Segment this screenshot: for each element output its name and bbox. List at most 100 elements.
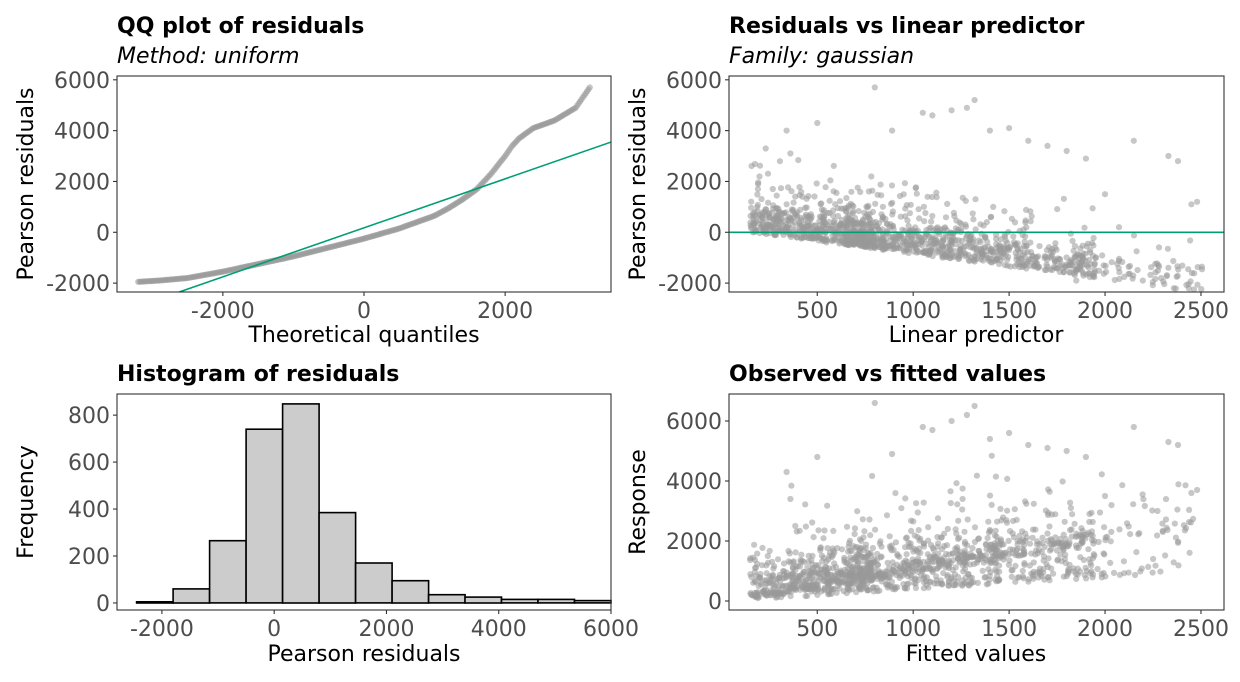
ovf-point xyxy=(1127,531,1134,538)
rlp-point xyxy=(1022,219,1029,226)
ovf-point xyxy=(896,553,903,560)
rlp-point xyxy=(1174,263,1181,270)
rlp-point xyxy=(900,247,908,254)
ovf-point xyxy=(827,579,834,586)
rlp-point xyxy=(879,226,886,233)
ovf-point xyxy=(1074,565,1081,572)
ovf-point xyxy=(943,550,950,558)
ovf-point xyxy=(934,580,941,587)
ovf-point xyxy=(993,533,1000,540)
rlp-point xyxy=(1021,249,1028,256)
rlp-point xyxy=(834,212,842,220)
ovf-point xyxy=(877,569,885,576)
ovf-point xyxy=(937,561,945,568)
ovf-point xyxy=(751,541,758,548)
ovf-point xyxy=(871,399,878,407)
ovf-point xyxy=(995,577,1002,585)
ovf-point xyxy=(947,500,954,507)
rlp-point xyxy=(843,208,850,215)
rlp-point xyxy=(864,220,871,227)
ovf-point xyxy=(1036,541,1043,548)
ovf-point xyxy=(981,574,988,581)
ovf-point xyxy=(1108,528,1115,536)
hist-y-tick-label: 600 xyxy=(68,451,110,476)
rlp-point xyxy=(1035,253,1042,260)
rlp-point xyxy=(861,243,868,250)
observed-vs-fitted-panel: Observed vs fitted values 500 1000 1500 200… xyxy=(626,362,1229,667)
rlp-point xyxy=(754,186,762,193)
rlp-point xyxy=(912,184,920,191)
ovf-point xyxy=(948,575,955,582)
ovf-point xyxy=(1067,504,1074,512)
ovf-point xyxy=(1004,507,1011,514)
ovf-point xyxy=(1046,488,1053,495)
ovf-point xyxy=(903,551,910,558)
ovf-point xyxy=(1149,569,1156,576)
ovf-point xyxy=(1014,541,1021,548)
rlp-point xyxy=(861,235,868,242)
rlp-point xyxy=(855,237,862,244)
rlp-y-tick-label: 6000 xyxy=(666,69,722,94)
ovf-point xyxy=(1050,570,1057,577)
ovf-point xyxy=(976,547,983,555)
ovf-point xyxy=(1107,538,1114,545)
rlp-point xyxy=(1115,265,1122,272)
ovf-point xyxy=(848,579,855,586)
ovf-point xyxy=(1170,559,1177,566)
rlp-point xyxy=(1080,272,1087,279)
ovf-point xyxy=(869,559,877,567)
ovf-point xyxy=(890,546,897,554)
rlp-point xyxy=(906,210,914,217)
ovf-point xyxy=(766,547,773,555)
ovf-point xyxy=(789,565,797,572)
rlp-point xyxy=(1100,270,1107,277)
hist-x-tick-label: 4000 xyxy=(471,617,527,642)
rlp-point xyxy=(1194,198,1201,205)
rlp-point xyxy=(1077,245,1084,252)
rlp-point xyxy=(993,231,1000,238)
ovf-point xyxy=(1025,441,1032,449)
ovf-point xyxy=(898,505,905,512)
ovf-point xyxy=(945,582,953,589)
ovf-point xyxy=(935,540,942,547)
rlp-point xyxy=(783,201,790,208)
rlp-point xyxy=(1155,262,1162,269)
ovf-point xyxy=(905,543,913,551)
ovf-point xyxy=(901,585,909,592)
ovf-point xyxy=(1159,520,1166,527)
rlp-point xyxy=(786,228,793,235)
rlp-point xyxy=(1044,142,1051,149)
rlp-point xyxy=(1010,239,1018,246)
ovf-point xyxy=(828,571,835,578)
ovf-point xyxy=(959,495,966,503)
hist-bar xyxy=(464,596,503,604)
rlp-y-tick-label: 0 xyxy=(708,221,722,246)
rlp-point xyxy=(748,198,755,205)
rlp-point xyxy=(1006,125,1013,132)
rlp-point xyxy=(927,246,935,253)
ovf-point xyxy=(1171,520,1178,527)
ovf-point xyxy=(1138,565,1145,572)
rlp-point xyxy=(866,210,873,218)
residuals-vs-linear-predictor-panel: Residuals vs linear predictor Family: ga… xyxy=(626,14,1229,348)
rlp-point xyxy=(756,217,764,224)
rlp-point xyxy=(1185,285,1192,292)
ovf-point xyxy=(1174,441,1182,449)
rlp-point xyxy=(1089,205,1096,212)
ovf-point xyxy=(814,453,821,461)
qq-y-tick-label: 0 xyxy=(96,221,110,246)
ovf-point xyxy=(1008,567,1015,574)
ovf-point xyxy=(1006,429,1013,437)
rlp-point xyxy=(1021,253,1028,261)
ovf-point xyxy=(1141,502,1148,510)
ovf-point xyxy=(1130,423,1137,431)
ovf-point xyxy=(1087,570,1094,577)
rlp-point xyxy=(1045,244,1053,251)
rlp-point xyxy=(765,199,772,206)
ovf-point xyxy=(955,517,962,524)
rlp-x-ticks: 500 1000 1500 2000 2500 xyxy=(796,292,1229,324)
ovf-point xyxy=(959,581,966,588)
ovf-point xyxy=(770,565,777,572)
ovf-point xyxy=(928,542,935,549)
